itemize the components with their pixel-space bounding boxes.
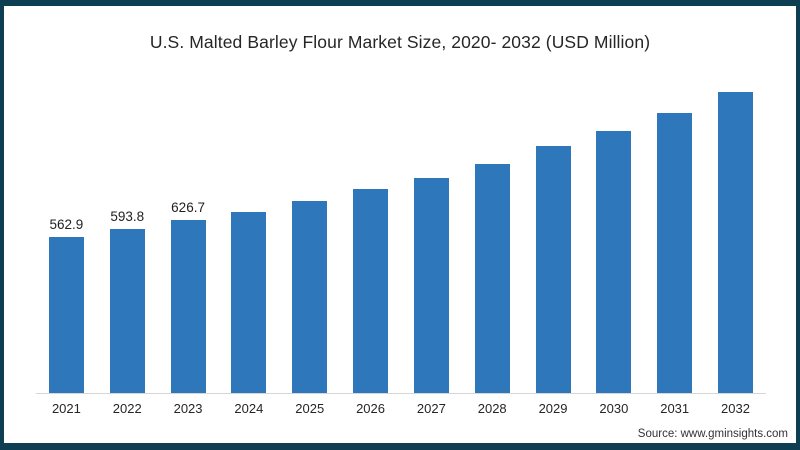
bar-slot-2023: 626.7 2023 — [158, 75, 219, 416]
bar-slot-2027: 2027 — [401, 75, 462, 416]
x-tick-label-2025: 2025 — [295, 401, 325, 416]
bar-slot-2026: 2026 — [340, 75, 401, 416]
source-attribution: Source: www.gminsights.com — [637, 428, 788, 440]
bar-value-label: 626.7 — [171, 199, 205, 215]
x-tick-label-2030: 2030 — [599, 401, 629, 416]
bar-slot-2032: 2032 — [705, 75, 766, 416]
bar-2032 — [718, 92, 754, 393]
x-tick-label-2032: 2032 — [721, 401, 750, 416]
bar-slot-2031: 2031 — [644, 75, 705, 416]
x-tick-label-2029: 2029 — [538, 401, 568, 416]
bar-2021 — [48, 237, 84, 393]
bar-2025 — [292, 200, 328, 393]
bar-2026 — [353, 188, 389, 393]
bar-2029 — [535, 146, 571, 393]
bar-2030 — [596, 131, 632, 393]
bar-2028 — [474, 163, 510, 393]
x-tick-label-2022: 2022 — [112, 401, 142, 416]
x-tick-label-2024: 2024 — [234, 401, 264, 416]
bar-slot-2030: 2030 — [583, 75, 644, 416]
bar-slot-2025: 2025 — [279, 75, 340, 416]
bar-value-label: 562.9 — [49, 217, 84, 233]
x-tick-label-2031: 2031 — [660, 401, 690, 416]
bar-slot-2028: 2028 — [462, 75, 523, 416]
x-tick-label-2021: 2021 — [51, 401, 81, 416]
bar-slot-2021: 562.9 2021 — [36, 75, 97, 416]
bar-2027 — [413, 177, 449, 393]
bar-chart-plot-area: 562.9 2021 593.8 2022 626.7 2023 2024 2025 2026 2… — [36, 75, 766, 416]
x-tick-label-2023: 2023 — [173, 401, 203, 416]
bar-2022 — [109, 228, 145, 393]
x-tick-label-2028: 2028 — [477, 401, 507, 416]
bar-slot-2024: 2024 — [218, 75, 279, 416]
x-tick-label-2027: 2027 — [416, 401, 446, 416]
chart-title: U.S. Malted Barley Flour Market Size, 20… — [149, 32, 651, 52]
bar-2031 — [657, 113, 693, 393]
bar-value-label: 593.8 — [110, 208, 145, 224]
bar-2023 — [170, 219, 206, 393]
bar-2024 — [231, 211, 267, 393]
bar-slot-2022: 593.8 2022 — [97, 75, 158, 416]
bar-slot-2029: 2029 — [523, 75, 584, 416]
x-tick-label-2026: 2026 — [356, 401, 385, 416]
